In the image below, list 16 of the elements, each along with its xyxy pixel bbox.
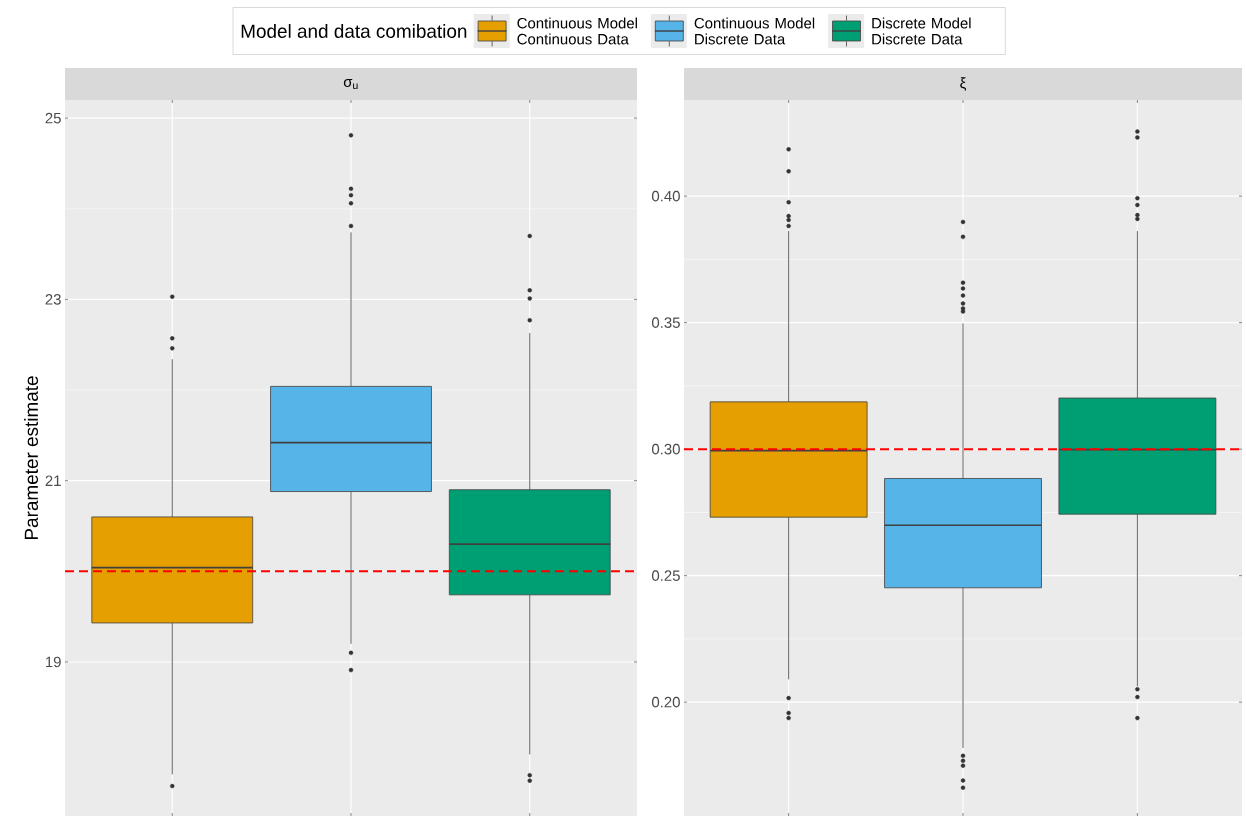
y-tick-label: 0.25 [651,570,680,581]
legend-label: Discrete Model Discrete Data [872,17,971,45]
y-tick-label: 0.30 [651,443,680,455]
y-tick-label: 25 [45,112,61,124]
legend-label: Continuous Model Discrete Data [694,17,815,45]
chart-title: σ$_{u}$ [343,78,358,90]
y-tick-label: 21 [45,475,61,486]
chart-title: ξ [960,77,967,91]
y-tick-label: 0.35 [651,317,680,328]
y-tick-label: 19 [46,656,61,668]
legend-label: Continuous Model Continuous Data [517,17,637,45]
y-tick-label: 0.20 [651,696,680,708]
legend-title: Model and data comibation [241,24,467,38]
y-axis-title: Parameter estimate [24,376,39,540]
y-tick-label: 23 [45,294,61,305]
y-tick-label: 0.40 [651,190,680,202]
